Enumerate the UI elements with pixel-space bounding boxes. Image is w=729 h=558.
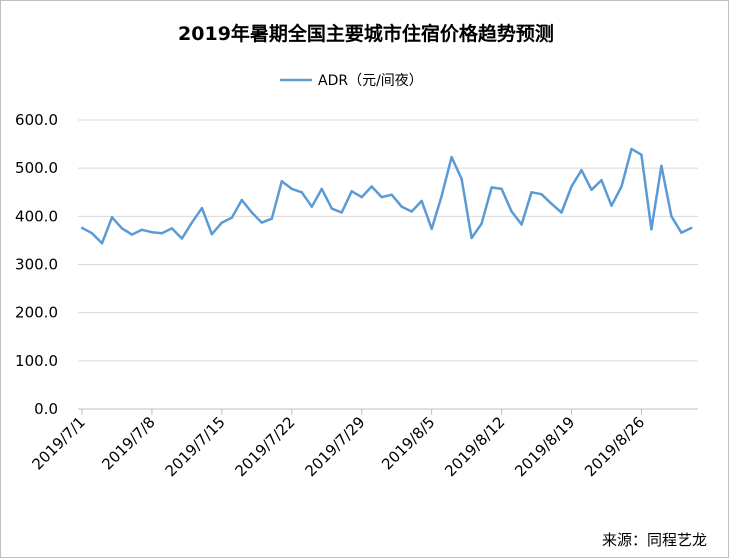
x-tick-label: 2019/8/26 [581,413,648,480]
data-point [610,204,613,207]
y-tick-label: 100.0 [15,352,58,370]
data-point [90,232,94,235]
data-point [620,185,623,188]
data-point [120,227,124,230]
x-tick-label: 2019/7/29 [301,413,368,480]
data-point [310,205,313,208]
x-tick-label: 2019/7/15 [162,413,229,480]
y-tick-label: 500.0 [15,159,58,177]
data-point [650,228,653,231]
data-point [370,185,373,188]
x-tick-label: 2019/8/5 [378,413,438,473]
data-point [300,191,303,194]
data-point [570,185,573,188]
series-adr [80,147,693,245]
data-point [550,202,553,205]
data-point [690,226,693,230]
data-point [470,236,473,240]
data-point [450,155,453,159]
data-point [320,187,323,191]
data-point [170,227,174,230]
data-point [100,242,104,245]
data-point [330,207,333,210]
data-point [390,193,393,196]
series-line-adr [81,147,692,245]
data-point [590,188,593,191]
data-point [150,231,154,234]
y-tick-label: 400.0 [15,207,58,225]
y-tick-label: 600.0 [15,111,58,129]
data-point [110,216,114,219]
data-point [190,221,194,224]
data-point [130,233,134,236]
data-point [380,195,383,199]
source-note: 来源：同程艺龙 [602,531,707,549]
data-point [260,221,263,224]
data-point [290,187,293,191]
y-axis-ticks: 0.0 100.0 200.0 300.0 400.0 500.0 600.0 [15,111,58,418]
legend: ADR（元/间夜） [280,73,423,89]
data-point [490,186,493,189]
data-point [250,211,253,214]
data-point [410,210,413,213]
data-point [660,164,663,167]
data-point [210,233,214,236]
y-tick-label: 0.0 [34,400,58,418]
data-point [270,217,273,220]
data-point [140,228,144,231]
data-point [200,206,204,210]
y-tick-label: 300.0 [15,256,58,274]
x-tick-label: 2019/7/22 [231,413,298,480]
data-point [680,231,683,234]
data-point [530,191,533,194]
data-point [480,222,483,225]
data-point [230,216,233,219]
gridlines [78,119,698,362]
data-point [630,147,633,151]
data-point [600,179,603,182]
x-tick-label: 2019/8/19 [511,413,578,480]
data-point [420,199,423,203]
data-point [460,177,463,180]
x-tick-label: 2019/8/12 [441,413,508,480]
data-point [580,168,583,172]
x-tick-label: 2019/7/1 [28,413,88,473]
data-point [220,221,224,224]
data-point [240,198,243,202]
x-tick-label: 2019/7/8 [98,413,158,473]
legend-label-adr: ADR（元/间夜） [318,73,423,89]
data-point [360,195,363,199]
data-point [520,223,523,226]
data-point [540,193,543,196]
data-point [430,227,433,231]
chart-title: 2019年暑期全国主要城市住宿价格趋势预测 [178,22,554,45]
data-point [670,215,673,218]
data-point [340,211,343,214]
data-point [500,187,503,191]
x-axis: 2019/7/1 2019/7/8 2019/7/15 2019/7/22 2019/7… [28,408,698,480]
data-point [400,205,403,208]
data-point [80,226,84,230]
y-tick-label: 200.0 [15,304,58,322]
data-point [640,153,643,156]
data-point [350,190,353,193]
data-point [440,194,443,198]
data-point [560,211,563,214]
data-point [160,232,164,235]
data-point [180,237,184,240]
data-point [280,180,283,183]
data-point [510,210,513,213]
